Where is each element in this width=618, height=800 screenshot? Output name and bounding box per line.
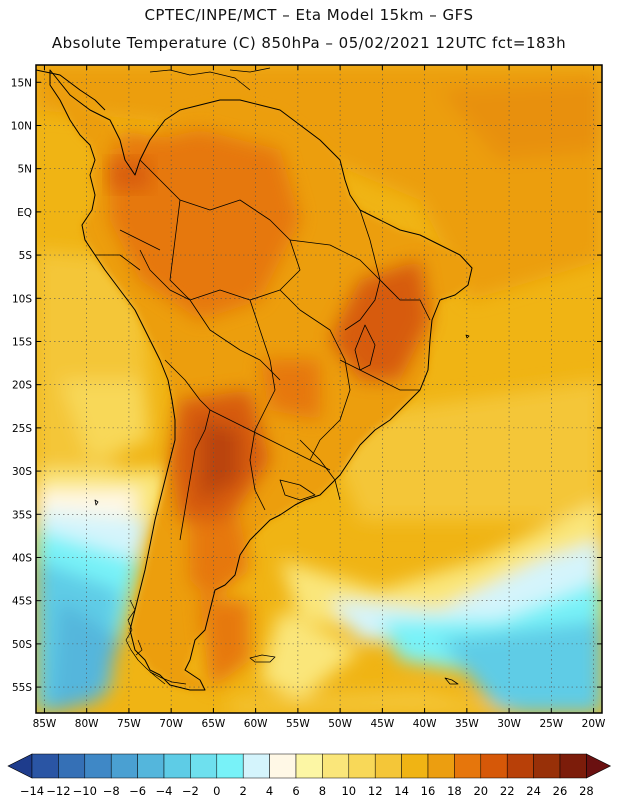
lon-tick-label: 80W <box>75 718 99 730</box>
colorbar-arrow-right <box>586 753 612 779</box>
graticule <box>36 65 602 713</box>
lon-tick-label: 30W <box>497 718 521 730</box>
lat-tick-label: 55S <box>12 682 32 694</box>
lat-tick-label: 50S <box>12 639 32 651</box>
colorbar-label: 14 <box>394 784 409 798</box>
colorbar-label: −4 <box>156 784 173 798</box>
lat-tick-label: 5N <box>17 164 32 176</box>
colorbar-label: 6 <box>292 784 299 798</box>
south-america-coastline <box>49 69 473 691</box>
colorbar-label: −2 <box>182 784 199 798</box>
colorbar-label: 4 <box>266 784 273 798</box>
lat-tick-label: 25S <box>12 423 32 435</box>
colorbar-segment <box>533 753 561 779</box>
lon-tick-label: 25W <box>539 718 563 730</box>
lon-tick-label: 70W <box>159 718 183 730</box>
colorbar-label: 26 <box>553 784 568 798</box>
lat-tick-label: 20S <box>12 380 32 392</box>
lat-tick-label: 5S <box>19 250 33 262</box>
colorbar-segment <box>137 753 165 779</box>
map-frame <box>35 64 603 714</box>
colorbar-segment <box>163 753 191 779</box>
lon-tick-label: 85W <box>33 718 57 730</box>
colorbar-segment <box>506 753 534 779</box>
colorbar-label: −12 <box>46 784 70 798</box>
colorbar-label: −8 <box>103 784 120 798</box>
lat-tick-label: 45S <box>12 596 32 608</box>
colorbar-label: 24 <box>526 784 541 798</box>
colorbar-segment <box>348 753 376 779</box>
colorbar-label: 16 <box>421 784 436 798</box>
colorbar-label: −6 <box>129 784 146 798</box>
colorbar-segment <box>427 753 455 779</box>
colorbar-segment <box>110 753 138 779</box>
lat-tick-label: 10N <box>11 120 32 132</box>
lat-tick-label: 15S <box>12 336 32 348</box>
colorbar-label: 0 <box>213 784 220 798</box>
colorbar-label: −10 <box>73 784 97 798</box>
colorbar-segment <box>295 753 323 779</box>
map-title-line1: CPTEC/INPE/MCT – Eta Model 15km – GFS <box>144 6 474 24</box>
colorbar-segment <box>190 753 218 779</box>
colorbar-label: 8 <box>319 784 326 798</box>
colorbar-label: 10 <box>341 784 356 798</box>
colorbar-segment <box>480 753 508 779</box>
lat-tick-label: 15N <box>11 77 32 89</box>
colorbar-segment <box>374 753 402 779</box>
latitude-axis: 15N 10N 5N EQ 5S 10S 15S 20S 25S 30S 35S 40S 45S 50S 5… <box>11 77 602 694</box>
lat-tick-label: 10S <box>12 293 32 305</box>
lat-tick-label: 35S <box>12 509 32 521</box>
lon-tick-label: 75W <box>117 718 141 730</box>
colorbar-label: 22 <box>500 784 515 798</box>
lon-tick-label: 45W <box>370 718 394 730</box>
lon-tick-label: 60W <box>244 718 268 730</box>
lon-tick-label: 40W <box>413 718 437 730</box>
colorbar-label: 18 <box>447 784 462 798</box>
lat-tick-label: 30S <box>12 466 32 478</box>
lat-tick-label: EQ <box>17 207 32 219</box>
colorbar-label: −14 <box>20 784 44 798</box>
colorbar-segment <box>216 753 244 779</box>
colorbar-label: 2 <box>240 784 247 798</box>
land-shading <box>50 70 472 690</box>
lon-tick-label: 35W <box>455 718 479 730</box>
colorbar-segment <box>58 753 86 779</box>
lon-tick-label: 55W <box>286 718 310 730</box>
colorbar-segment <box>242 753 270 779</box>
colorbar-segment <box>322 753 350 779</box>
lat-tick-label: 40S <box>12 552 32 564</box>
colorbar-segment <box>269 753 297 779</box>
colorbar-segment <box>454 753 482 779</box>
lon-tick-label: 50W <box>328 718 352 730</box>
map-title-line2: Absolute Temperature (C) 850hPa – 05/02/… <box>51 34 567 52</box>
colorbar-segment <box>84 753 112 779</box>
lon-tick-label: 65W <box>202 718 226 730</box>
colorbar-segment <box>401 753 429 779</box>
longitude-axis: 85W 80W 75W 70W 65W 60W 55W 50W 45W 40W 35W 30W 25W 2… <box>33 65 606 730</box>
colorbar-label: 12 <box>368 784 383 798</box>
colorbar-segment <box>31 753 59 779</box>
lon-tick-label: 20W <box>582 718 606 730</box>
colorbar-segment <box>559 753 587 779</box>
colorbar-label: 28 <box>579 784 594 798</box>
colorbar-arrow-left <box>7 753 33 779</box>
colorbar-label: 20 <box>473 784 488 798</box>
coastlines <box>36 67 473 691</box>
